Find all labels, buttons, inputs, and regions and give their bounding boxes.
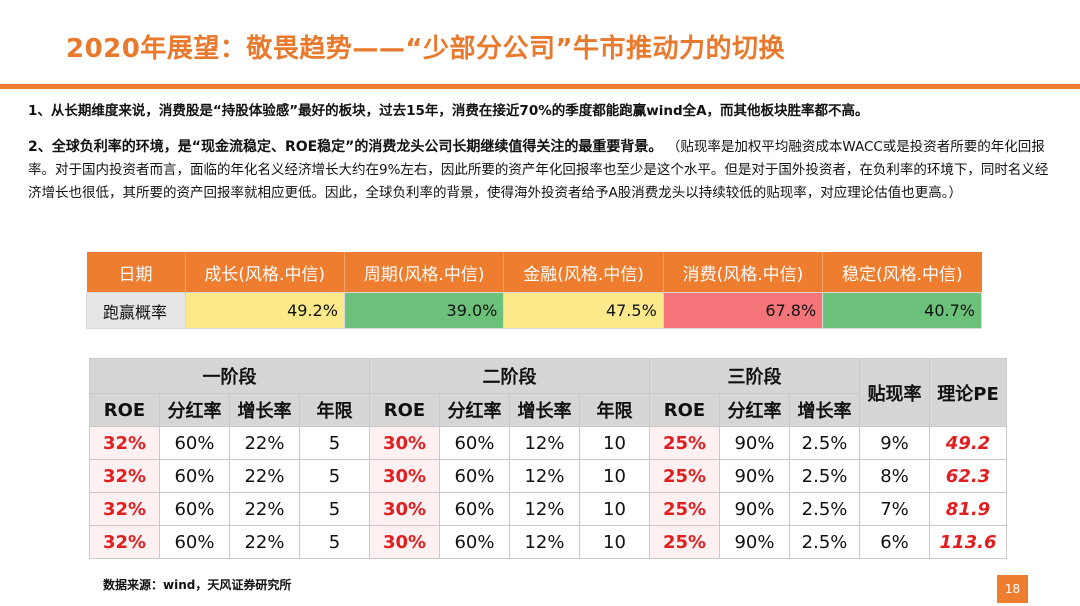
valuation-cell: 7% bbox=[859, 492, 931, 526]
col-years: 年限 bbox=[579, 393, 650, 427]
theoretical-pe-cell: 113.6 bbox=[929, 525, 1008, 559]
valuation-cell: 25% bbox=[649, 492, 720, 526]
stage-1-header: 一阶段 bbox=[89, 358, 370, 394]
valuation-cell: 2.5% bbox=[788, 492, 861, 526]
discount-rate-header: 贴现率 bbox=[859, 358, 931, 427]
win-rate-row: 跑赢概率 49.2% 39.0% 47.5% 67.8% 40.7% bbox=[86, 292, 982, 329]
valuation-cell: 10 bbox=[579, 525, 650, 559]
valuation-cell: 22% bbox=[229, 459, 300, 493]
win-rate-cell: 40.7% bbox=[822, 292, 982, 329]
win-rate-header-row: 日期 成长(风格.中信) 周期(风格.中信) 金融(风格.中信) 消费(风格.中… bbox=[86, 252, 982, 293]
header-cycle: 周期(风格.中信) bbox=[344, 252, 505, 293]
valuation-cell: 12% bbox=[509, 459, 580, 493]
page-title: 2020年展望：敬畏趋势——“少部分公司”牛市推动力的切换 bbox=[66, 34, 786, 64]
valuation-cell: 60% bbox=[159, 459, 230, 493]
theoretical-pe-cell: 81.9 bbox=[929, 492, 1008, 526]
row-label: 跑赢概率 bbox=[86, 292, 186, 329]
valuation-cell: 60% bbox=[439, 426, 510, 460]
valuation-cell: 6% bbox=[859, 525, 931, 559]
valuation-cell: 60% bbox=[439, 525, 510, 559]
valuation-cell: 2.5% bbox=[788, 459, 861, 493]
valuation-cell: 32% bbox=[89, 525, 160, 559]
valuation-cell: 2.5% bbox=[788, 426, 861, 460]
paragraph-2: 2、全球负利率的环境，是“现金流稳定、ROE稳定”的消费龙头公司长期继续值得关注… bbox=[28, 136, 1058, 205]
col-payout: 分红率 bbox=[159, 393, 230, 427]
valuation-table-body: 32% 60% 22% 5 30% 60% 12% 10 25% 90% 2.5% 9% 49.2 32%… bbox=[89, 426, 1008, 559]
valuation-row: 32% 60% 22% 5 30% 60% 12% 10 25% 90% 2.5% 8% 62.3 bbox=[89, 459, 1008, 493]
valuation-cell: 60% bbox=[439, 459, 510, 493]
valuation-cell: 12% bbox=[509, 525, 580, 559]
valuation-cell: 32% bbox=[89, 426, 160, 460]
header-finance: 金融(风格.中信) bbox=[503, 252, 664, 293]
win-rate-cell: 49.2% bbox=[184, 292, 345, 329]
col-roe: ROE bbox=[369, 393, 440, 427]
valuation-cell: 90% bbox=[719, 525, 790, 559]
page-number: 18 bbox=[997, 575, 1028, 603]
win-rate-cell: 47.5% bbox=[503, 292, 664, 329]
valuation-cell: 22% bbox=[229, 492, 300, 526]
col-roe: ROE bbox=[649, 393, 720, 427]
valuation-cell: 30% bbox=[369, 426, 440, 460]
valuation-cell: 22% bbox=[229, 426, 300, 460]
valuation-cell: 5 bbox=[299, 459, 370, 493]
stage-3-header: 三阶段 bbox=[648, 358, 861, 394]
paragraph-2-note: （贴现率是加权平均融资成本WACC或是投资者所要的年化回报率。对于国内投资者而言… bbox=[28, 139, 1049, 201]
stage-header-row: 一阶段 二阶段 三阶段 贴现率 理论PE bbox=[89, 358, 1008, 427]
valuation-cell: 60% bbox=[159, 525, 230, 559]
valuation-cell: 5 bbox=[299, 426, 370, 460]
theoretical-pe-cell: 49.2 bbox=[929, 426, 1008, 460]
valuation-row: 32% 60% 22% 5 30% 60% 12% 10 25% 90% 2.5% 9% 49.2 bbox=[89, 426, 1008, 460]
valuation-cell: 32% bbox=[89, 492, 160, 526]
valuation-cell: 10 bbox=[579, 492, 650, 526]
valuation-cell: 9% bbox=[859, 426, 931, 460]
win-rate-table: 日期 成长(风格.中信) 周期(风格.中信) 金融(风格.中信) 消费(风格.中… bbox=[86, 252, 982, 329]
valuation-cell: 25% bbox=[649, 459, 720, 493]
valuation-table: 一阶段 二阶段 三阶段 贴现率 理论PE ROE 分红率 增长率 年限 ROE … bbox=[89, 358, 1008, 559]
header-growth: 成长(风格.中信) bbox=[185, 252, 345, 293]
header-stable: 稳定(风格.中信) bbox=[822, 252, 982, 293]
valuation-cell: 30% bbox=[369, 525, 440, 559]
col-growth: 增长率 bbox=[509, 393, 580, 427]
data-source: 数据来源：wind，天风证券研究所 bbox=[103, 578, 292, 592]
valuation-cell: 5 bbox=[299, 492, 370, 526]
valuation-cell: 30% bbox=[369, 492, 440, 526]
valuation-row: 32% 60% 22% 5 30% 60% 12% 10 25% 90% 2.5% 7% 81.9 bbox=[89, 492, 1008, 526]
valuation-cell: 60% bbox=[159, 492, 230, 526]
col-years: 年限 bbox=[299, 393, 370, 427]
valuation-cell: 12% bbox=[509, 492, 580, 526]
col-payout: 分红率 bbox=[719, 393, 790, 427]
valuation-cell: 32% bbox=[89, 459, 160, 493]
col-growth: 增长率 bbox=[788, 393, 861, 427]
column-header-row: ROE 分红率 增长率 年限 ROE 分红率 增长率 年限 ROE 分红率 增长… bbox=[89, 393, 1007, 427]
win-rate-cell: 67.8% bbox=[662, 292, 824, 329]
stage-2-header: 二阶段 bbox=[369, 358, 650, 394]
header-consumer: 消费(风格.中信) bbox=[663, 252, 824, 293]
valuation-cell: 10 bbox=[579, 459, 650, 493]
col-growth: 增长率 bbox=[229, 393, 300, 427]
valuation-cell: 90% bbox=[719, 459, 790, 493]
theoretical-pe-header: 理论PE bbox=[929, 358, 1008, 427]
valuation-cell: 25% bbox=[649, 426, 720, 460]
valuation-cell: 25% bbox=[649, 525, 720, 559]
valuation-cell: 8% bbox=[859, 459, 931, 493]
col-payout: 分红率 bbox=[439, 393, 510, 427]
paragraph-1: 1、从长期维度来说，消费股是“持股体验感”最好的板块，过去15年，消费在接近70… bbox=[28, 103, 869, 119]
valuation-cell: 90% bbox=[719, 426, 790, 460]
valuation-cell: 60% bbox=[439, 492, 510, 526]
valuation-cell: 60% bbox=[159, 426, 230, 460]
col-roe: ROE bbox=[89, 393, 160, 427]
paragraph-2-lead: 2、全球负利率的环境，是“现金流稳定、ROE稳定”的消费龙头公司长期继续值得关注… bbox=[28, 139, 663, 155]
header-date: 日期 bbox=[86, 252, 186, 293]
win-rate-cell: 39.0% bbox=[343, 292, 505, 329]
valuation-cell: 10 bbox=[579, 426, 650, 460]
theoretical-pe-cell: 62.3 bbox=[929, 459, 1008, 493]
valuation-cell: 30% bbox=[369, 459, 440, 493]
valuation-cell: 90% bbox=[719, 492, 790, 526]
valuation-cell: 22% bbox=[229, 525, 300, 559]
valuation-row: 32% 60% 22% 5 30% 60% 12% 10 25% 90% 2.5% 6% 113.6 bbox=[89, 525, 1008, 559]
valuation-cell: 5 bbox=[299, 525, 370, 559]
valuation-cell: 12% bbox=[509, 426, 580, 460]
valuation-cell: 2.5% bbox=[788, 525, 861, 559]
title-divider bbox=[0, 84, 1080, 89]
